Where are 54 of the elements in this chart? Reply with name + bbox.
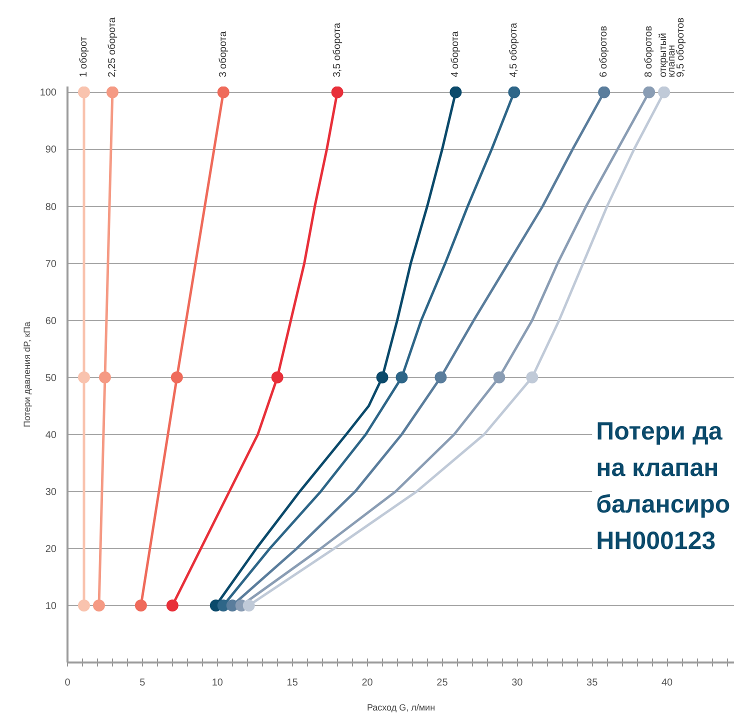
point (493, 371, 506, 384)
point (98, 371, 111, 384)
point (78, 86, 90, 98)
text: 2,25 оборота (106, 16, 118, 78)
point (106, 86, 118, 98)
x-tick-label: 0 (64, 678, 71, 688)
text: 4 оборота (450, 30, 462, 78)
y-tick-label: 90 (45, 144, 57, 156)
text: открытый клапан 9,5 оборотов (658, 18, 686, 78)
y-tick-label: 50 (45, 372, 57, 384)
text: 8 оборотов (644, 26, 655, 78)
annotation: Потери да на клапан балансиро HH000123 (596, 418, 730, 555)
point (271, 371, 284, 384)
point (376, 371, 388, 384)
text: 4,5 оборота (508, 22, 520, 78)
x-tick-label: 15 (286, 678, 298, 688)
x-tick-label: 25 (436, 678, 448, 688)
text: 3,5 оборота (332, 22, 343, 78)
point (526, 371, 538, 384)
point (450, 86, 462, 98)
point (331, 86, 344, 98)
point (92, 599, 105, 612)
point (166, 599, 178, 612)
x-tick-label: 5 (140, 678, 146, 688)
x-tick-label: 30 (512, 678, 524, 688)
x-tick-label: 40 (661, 678, 674, 688)
y-tick-label: 10 (45, 600, 57, 612)
y-tick-label: 80 (45, 202, 57, 213)
point (434, 371, 447, 384)
point (170, 371, 183, 384)
point (242, 599, 255, 612)
point (598, 86, 610, 98)
y-tick-label: 60 (45, 316, 57, 327)
y-axis-title: Потери давления dP, кПа (22, 322, 32, 428)
x-tick-label: 35 (586, 678, 598, 688)
point (78, 599, 90, 612)
x-axis-title: Расход G, л/мин (366, 702, 436, 712)
y-tick-label: 70 (45, 258, 57, 270)
y-tick-label: 40 (45, 430, 57, 441)
text: 6 оборотов (598, 26, 610, 78)
point (643, 86, 656, 98)
y-tick-label: 20 (45, 544, 57, 555)
point (508, 86, 520, 98)
text: 1 оборот (78, 36, 90, 78)
x-tick-label: 10 (212, 678, 224, 688)
point (658, 86, 670, 98)
point (217, 86, 230, 98)
point (396, 371, 408, 384)
text: 3 оборота (218, 30, 229, 78)
x-tick-label: 20 (362, 678, 374, 688)
y-tick-label: 30 (45, 486, 57, 498)
y-tick-label: 100 (40, 88, 57, 99)
point (134, 599, 147, 612)
point (78, 371, 90, 384)
